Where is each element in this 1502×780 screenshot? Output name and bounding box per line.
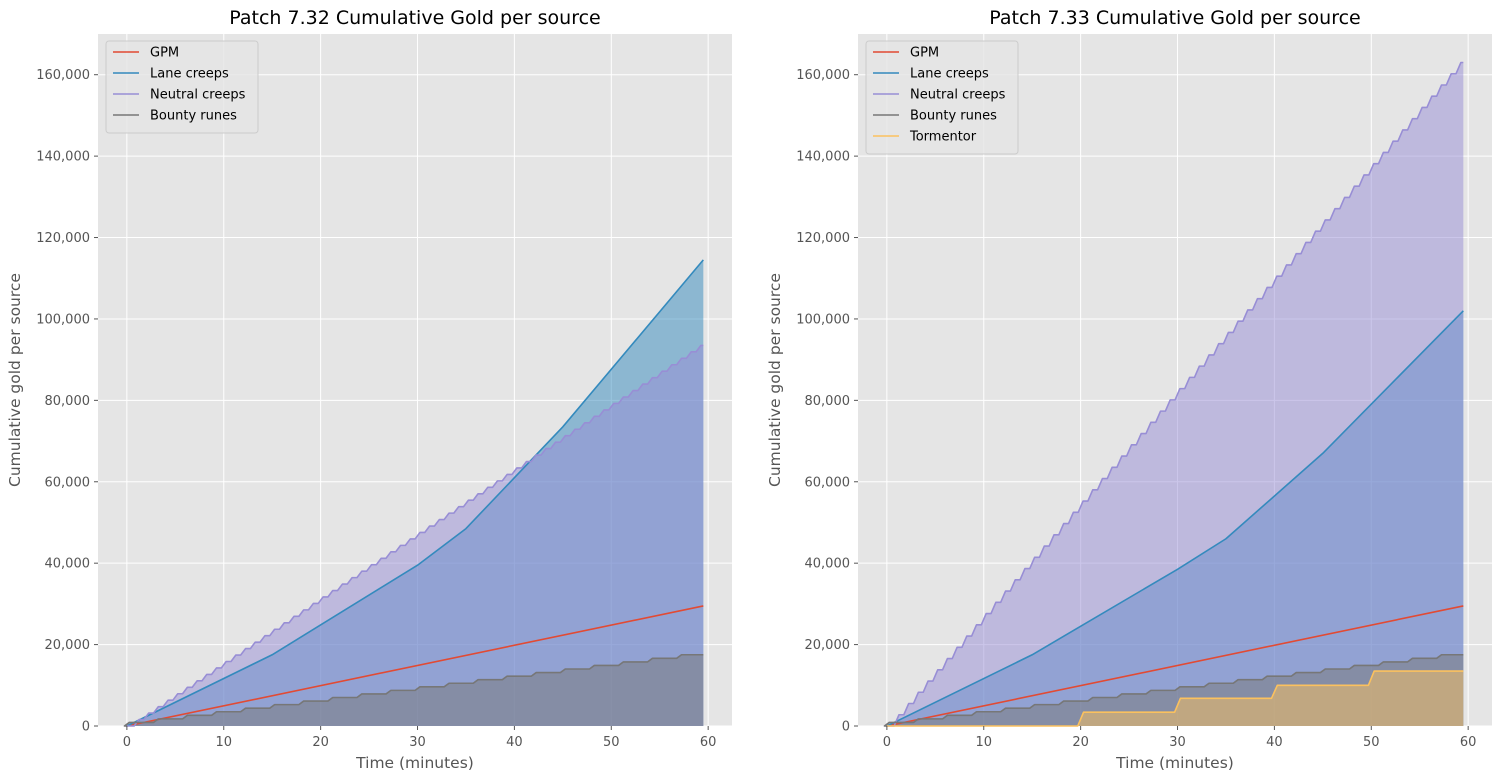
- x-tick-label: 10: [975, 735, 992, 750]
- x-tick-label: 20: [1072, 735, 1089, 750]
- chart-panel: 0 10 20 30 40 50 60 0 20,000 40,000 60,000 80,000 10…: [6, 7, 732, 772]
- chart-title: Patch 7.32 Cumulative Gold per source: [229, 7, 600, 29]
- x-tick-label: 0: [883, 735, 891, 750]
- x-tick-label: 0: [123, 735, 131, 750]
- chart-title: Patch 7.33 Cumulative Gold per source: [989, 7, 1360, 29]
- area-neutral-creeps: [126, 345, 704, 726]
- chart-panel: 0 10 20 30 40 50 60 0 20,000 40,000 60,000 80,000 10…: [766, 7, 1492, 772]
- legend: GPM Lane creeps Neutral creeps Bounty runes: [105, 40, 259, 134]
- area-tormentor: [886, 671, 1464, 726]
- legend: GPM Lane creeps Neutral creeps Bounty runes…: [865, 40, 1019, 155]
- x-tick-label: 50: [1363, 735, 1380, 750]
- y-tick-label: 100,000: [796, 312, 850, 327]
- x-tick-label: 20: [312, 735, 329, 750]
- legend-label: Lane creeps: [150, 67, 229, 82]
- x-tick-label: 10: [215, 735, 232, 750]
- legend-label: Tormentor: [909, 130, 977, 145]
- x-tick-label: 40: [1266, 735, 1283, 750]
- area-neutral-creeps: [886, 62, 1464, 727]
- legend-box: [865, 40, 1019, 155]
- y-tick-label: 20,000: [805, 638, 851, 653]
- y-tick-label: 80,000: [45, 394, 91, 409]
- line-bounty-runes: [123, 653, 704, 727]
- legend-label: Bounty runes: [150, 109, 237, 124]
- y-tick-label: 120,000: [796, 231, 850, 246]
- x-tick-label: 30: [1169, 735, 1186, 750]
- line-bounty-runes: [883, 653, 1464, 727]
- y-axis-label: Cumulative gold per source: [766, 273, 784, 487]
- y-tick-label: 0: [842, 720, 850, 735]
- line-gpm: [126, 605, 704, 727]
- x-tick-label: 50: [603, 735, 620, 750]
- y-tick-label: 0: [82, 720, 90, 735]
- legend-label: GPM: [910, 46, 939, 61]
- y-tick-label: 40,000: [805, 557, 851, 572]
- legend-label: GPM: [150, 46, 179, 61]
- x-axis-label: Time (minutes): [355, 754, 474, 772]
- y-tick-label: 100,000: [36, 312, 90, 327]
- line-gpm: [886, 605, 1464, 727]
- y-tick-label: 40,000: [45, 557, 91, 572]
- x-tick-label: 40: [506, 735, 523, 750]
- y-tick-label: 160,000: [36, 68, 90, 83]
- line-lane-creeps: [886, 310, 1464, 727]
- legend-label: Bounty runes: [910, 109, 997, 124]
- y-tick-label: 120,000: [36, 231, 90, 246]
- legend-label: Neutral creeps: [150, 88, 246, 103]
- y-tick-label: 60,000: [45, 475, 91, 490]
- y-tick-label: 140,000: [36, 150, 90, 165]
- x-axis-label: Time (minutes): [1115, 754, 1234, 772]
- line-tormentor: [886, 670, 1464, 727]
- x-tick-label: 60: [1460, 735, 1477, 750]
- legend-box: [105, 40, 259, 134]
- y-tick-label: 60,000: [805, 475, 851, 490]
- y-tick-label: 140,000: [796, 150, 850, 165]
- line-lane-creeps: [126, 259, 704, 727]
- y-tick-label: 160,000: [796, 68, 850, 83]
- line-neutral-creeps: [886, 61, 1464, 727]
- line-neutral-creeps: [126, 344, 704, 727]
- legend-label: Neutral creeps: [910, 88, 1006, 103]
- x-tick-label: 30: [409, 735, 426, 750]
- y-tick-label: 20,000: [45, 638, 91, 653]
- y-axis-label: Cumulative gold per source: [6, 273, 24, 487]
- y-tick-label: 80,000: [805, 394, 851, 409]
- x-tick-label: 60: [700, 735, 717, 750]
- legend-label: Lane creeps: [910, 67, 989, 82]
